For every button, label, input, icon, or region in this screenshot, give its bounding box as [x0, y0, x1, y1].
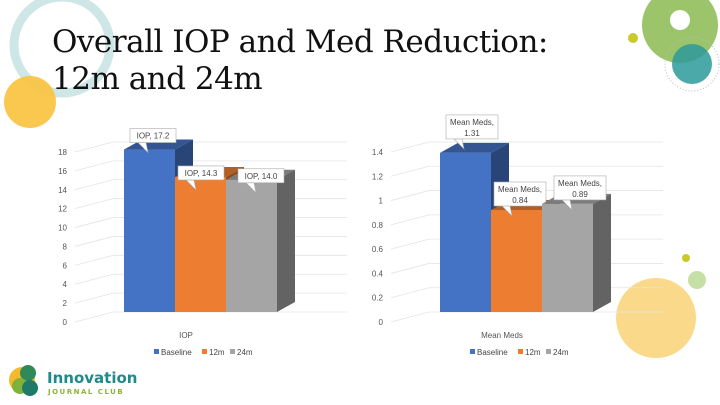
y-tick-label: 0.4 [372, 269, 384, 278]
data-label: 0.89 [572, 190, 588, 199]
gridline [74, 273, 114, 285]
white-dot-decoration [670, 10, 690, 30]
slide-title: Overall IOP and Med Reduction: 12m and 2… [52, 24, 548, 98]
small-dot-decoration [628, 33, 638, 43]
gridline [74, 254, 114, 266]
bar-24m [226, 179, 277, 312]
gridline [74, 160, 114, 172]
gridline [390, 141, 430, 153]
logo-subtitle: JOURNAL CLUB [48, 388, 125, 396]
bar-side-24m [593, 193, 611, 312]
y-tick-label: 0 [63, 318, 68, 327]
x-category-label: Mean Meds [481, 331, 523, 340]
y-tick-label: 0.6 [372, 245, 384, 254]
y-tick-label: 1.4 [372, 148, 384, 157]
data-label: Mean Meds, [558, 179, 602, 188]
small-green-dot-decoration [688, 271, 706, 289]
bar-Baseline [124, 149, 175, 312]
y-tick-label: 1 [379, 197, 384, 206]
legend-label-24m: 24m [553, 348, 569, 357]
data-label: 1.31 [464, 129, 480, 138]
bar-24m [542, 203, 593, 312]
y-tick-label: 0.2 [372, 294, 384, 303]
data-label: IOP, 14.0 [245, 172, 278, 181]
data-label-box [493, 181, 547, 207]
gridline [390, 263, 430, 274]
dotted-ring-decoration [664, 36, 720, 92]
title-line-1: Overall IOP and Med Reduction: [52, 24, 548, 60]
data-label: Mean Meds, [450, 118, 494, 127]
gridline [390, 190, 430, 201]
y-tick-label: 4 [63, 280, 68, 289]
data-label: IOP, 14.3 [185, 169, 218, 178]
bar-Baseline [440, 152, 491, 312]
gridline [390, 311, 430, 323]
y-tick-label: 10 [58, 224, 67, 233]
gridline [390, 165, 430, 177]
gridline [390, 287, 430, 299]
data-label: IOP, 17.2 [137, 132, 170, 141]
legend-label-12m: 12m [209, 348, 225, 357]
y-tick-label: 6 [63, 261, 68, 270]
y-tick-label: 8 [63, 242, 68, 251]
gridline [74, 179, 114, 191]
bar-top-Baseline [440, 142, 509, 153]
title-line-2: 12m and 24m [52, 61, 263, 97]
gridline [74, 217, 114, 228]
bar-12m [491, 210, 542, 312]
gridline [390, 214, 430, 226]
logo-name: Innovation [47, 369, 138, 387]
gridline [74, 236, 114, 247]
teal-ring-decoration [9, 0, 115, 98]
data-label-box [445, 114, 499, 140]
y-tick-label: 2 [63, 299, 68, 308]
legend-label-Baseline: Baseline [477, 348, 508, 357]
data-label-box [237, 168, 285, 184]
legend-label-Baseline: Baseline [161, 348, 192, 357]
teal-circle-decoration [672, 44, 712, 84]
legend-swatch-12m [518, 349, 523, 354]
bar-12m [175, 176, 226, 312]
pale-yellow-circle-decoration [616, 278, 696, 358]
y-tick-label: 0 [379, 318, 384, 327]
data-label: Mean Meds, [498, 185, 542, 194]
legend-swatch-Baseline [470, 349, 475, 354]
y-tick-label: 12 [58, 205, 67, 214]
small-dot-decoration [682, 254, 690, 262]
legend-swatch-12m [202, 349, 207, 354]
data-label-box [553, 175, 607, 201]
y-tick-label: 14 [58, 186, 67, 195]
yellow-circle-decoration [4, 76, 56, 128]
legend-swatch-24m [546, 349, 551, 354]
legend-label-12m: 12m [525, 348, 541, 357]
gridline [74, 198, 114, 210]
legend-label-24m: 24m [237, 348, 253, 357]
data-label-box [129, 128, 177, 143]
data-label-box [177, 165, 225, 181]
logo-icon [9, 365, 38, 396]
x-category-label: IOP [179, 331, 193, 340]
gridline [74, 311, 114, 323]
y-tick-label: 1.2 [372, 172, 384, 181]
y-tick-label: 18 [58, 148, 67, 157]
data-label: 0.84 [512, 196, 528, 205]
gridline [390, 238, 430, 250]
gridline [74, 292, 114, 304]
gridline [74, 141, 114, 153]
y-tick-label: 16 [58, 167, 67, 176]
legend-swatch-24m [230, 349, 235, 354]
y-tick-label: 0.8 [372, 221, 384, 230]
legend-swatch-Baseline [154, 349, 159, 354]
bar-side-24m [277, 169, 295, 312]
